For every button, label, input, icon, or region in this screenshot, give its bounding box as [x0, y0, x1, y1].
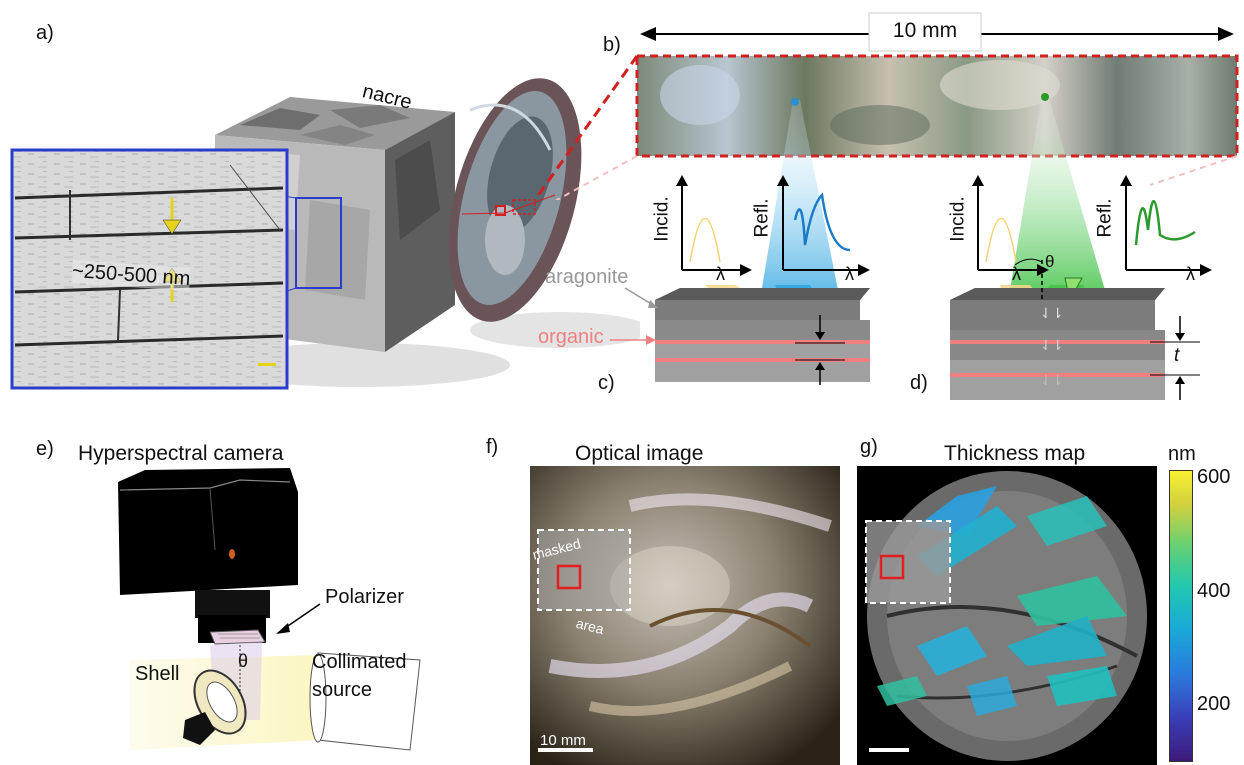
- optical-title: Optical image: [575, 442, 704, 465]
- strip-scale-label: 10 mm: [892, 19, 958, 42]
- svg-text:⇃⇂: ⇃⇂: [1040, 305, 1063, 321]
- refl-graph-d: [1120, 175, 1212, 276]
- svg-text:⇃⇂: ⇃⇂: [1040, 337, 1063, 353]
- svg-text:⇃⇂: ⇃⇂: [1040, 372, 1063, 388]
- aragonite-label: aragonite: [545, 266, 629, 288]
- optical-scale-label: 10 mm: [540, 732, 586, 749]
- source-line2: source: [312, 679, 373, 701]
- shell-sample: [183, 669, 247, 745]
- lambda-c1: λ: [716, 264, 725, 284]
- camera-title: Hyperspectral camera: [78, 442, 284, 465]
- plate-stack-d: ⇃⇂ ⇃⇂ ⇃⇂: [950, 258, 1200, 400]
- panel-c-letter: c): [598, 372, 615, 394]
- refl-label-c: Refl.: [751, 198, 773, 238]
- panel-e-graphic: [118, 468, 421, 751]
- incid-label-c: Incid.: [651, 196, 673, 242]
- panel-f-letter: f): [486, 436, 499, 458]
- incid-graph-d: [972, 175, 1049, 276]
- lambda-d2: λ: [1186, 264, 1195, 284]
- plate-stack-c: [655, 288, 870, 385]
- thickness-title: Thickness map: [944, 442, 1086, 465]
- polarizer-label: Polarizer: [325, 586, 404, 608]
- theta-e: θ: [238, 651, 249, 671]
- panel-e-letter: e): [36, 438, 54, 460]
- t-label: t: [1174, 345, 1180, 366]
- panel-a-letter: a): [36, 22, 54, 44]
- panel-d-letter: d): [910, 372, 928, 394]
- organic-label: organic: [538, 326, 604, 348]
- colorbar-tick-200: 200: [1197, 693, 1231, 715]
- colorbar-unit: nm: [1168, 443, 1196, 465]
- panel-b-letter: b): [603, 34, 621, 56]
- refl-graph-c: [777, 175, 870, 276]
- refl-label-d: Refl.: [1094, 198, 1116, 238]
- source-line1: Collimated: [312, 651, 407, 673]
- hyperspectral-camera: [118, 468, 298, 643]
- theta-d: θ: [1045, 252, 1055, 271]
- panel-g-letter: g): [860, 436, 878, 458]
- colorbar-tick-600: 600: [1197, 466, 1231, 488]
- shell-shadow: [470, 312, 640, 348]
- colorbar-tick-400: 400: [1197, 580, 1231, 602]
- incid-label-d: Incid.: [947, 196, 969, 242]
- incid-graph-c: [676, 175, 752, 276]
- optical-image: [530, 466, 840, 765]
- panel-b-graphic: [532, 12, 1239, 200]
- lambda-c2: λ: [845, 264, 854, 284]
- lambda-d1: λ: [1012, 264, 1021, 284]
- colorbar: [1169, 470, 1193, 762]
- shell-label: Shell: [135, 663, 180, 685]
- panel-cd-graphic: ⇃⇂ ⇃⇂ ⇃⇂: [610, 93, 1212, 400]
- thickness-map: [857, 466, 1157, 765]
- panel-a-graphic: [10, 78, 640, 390]
